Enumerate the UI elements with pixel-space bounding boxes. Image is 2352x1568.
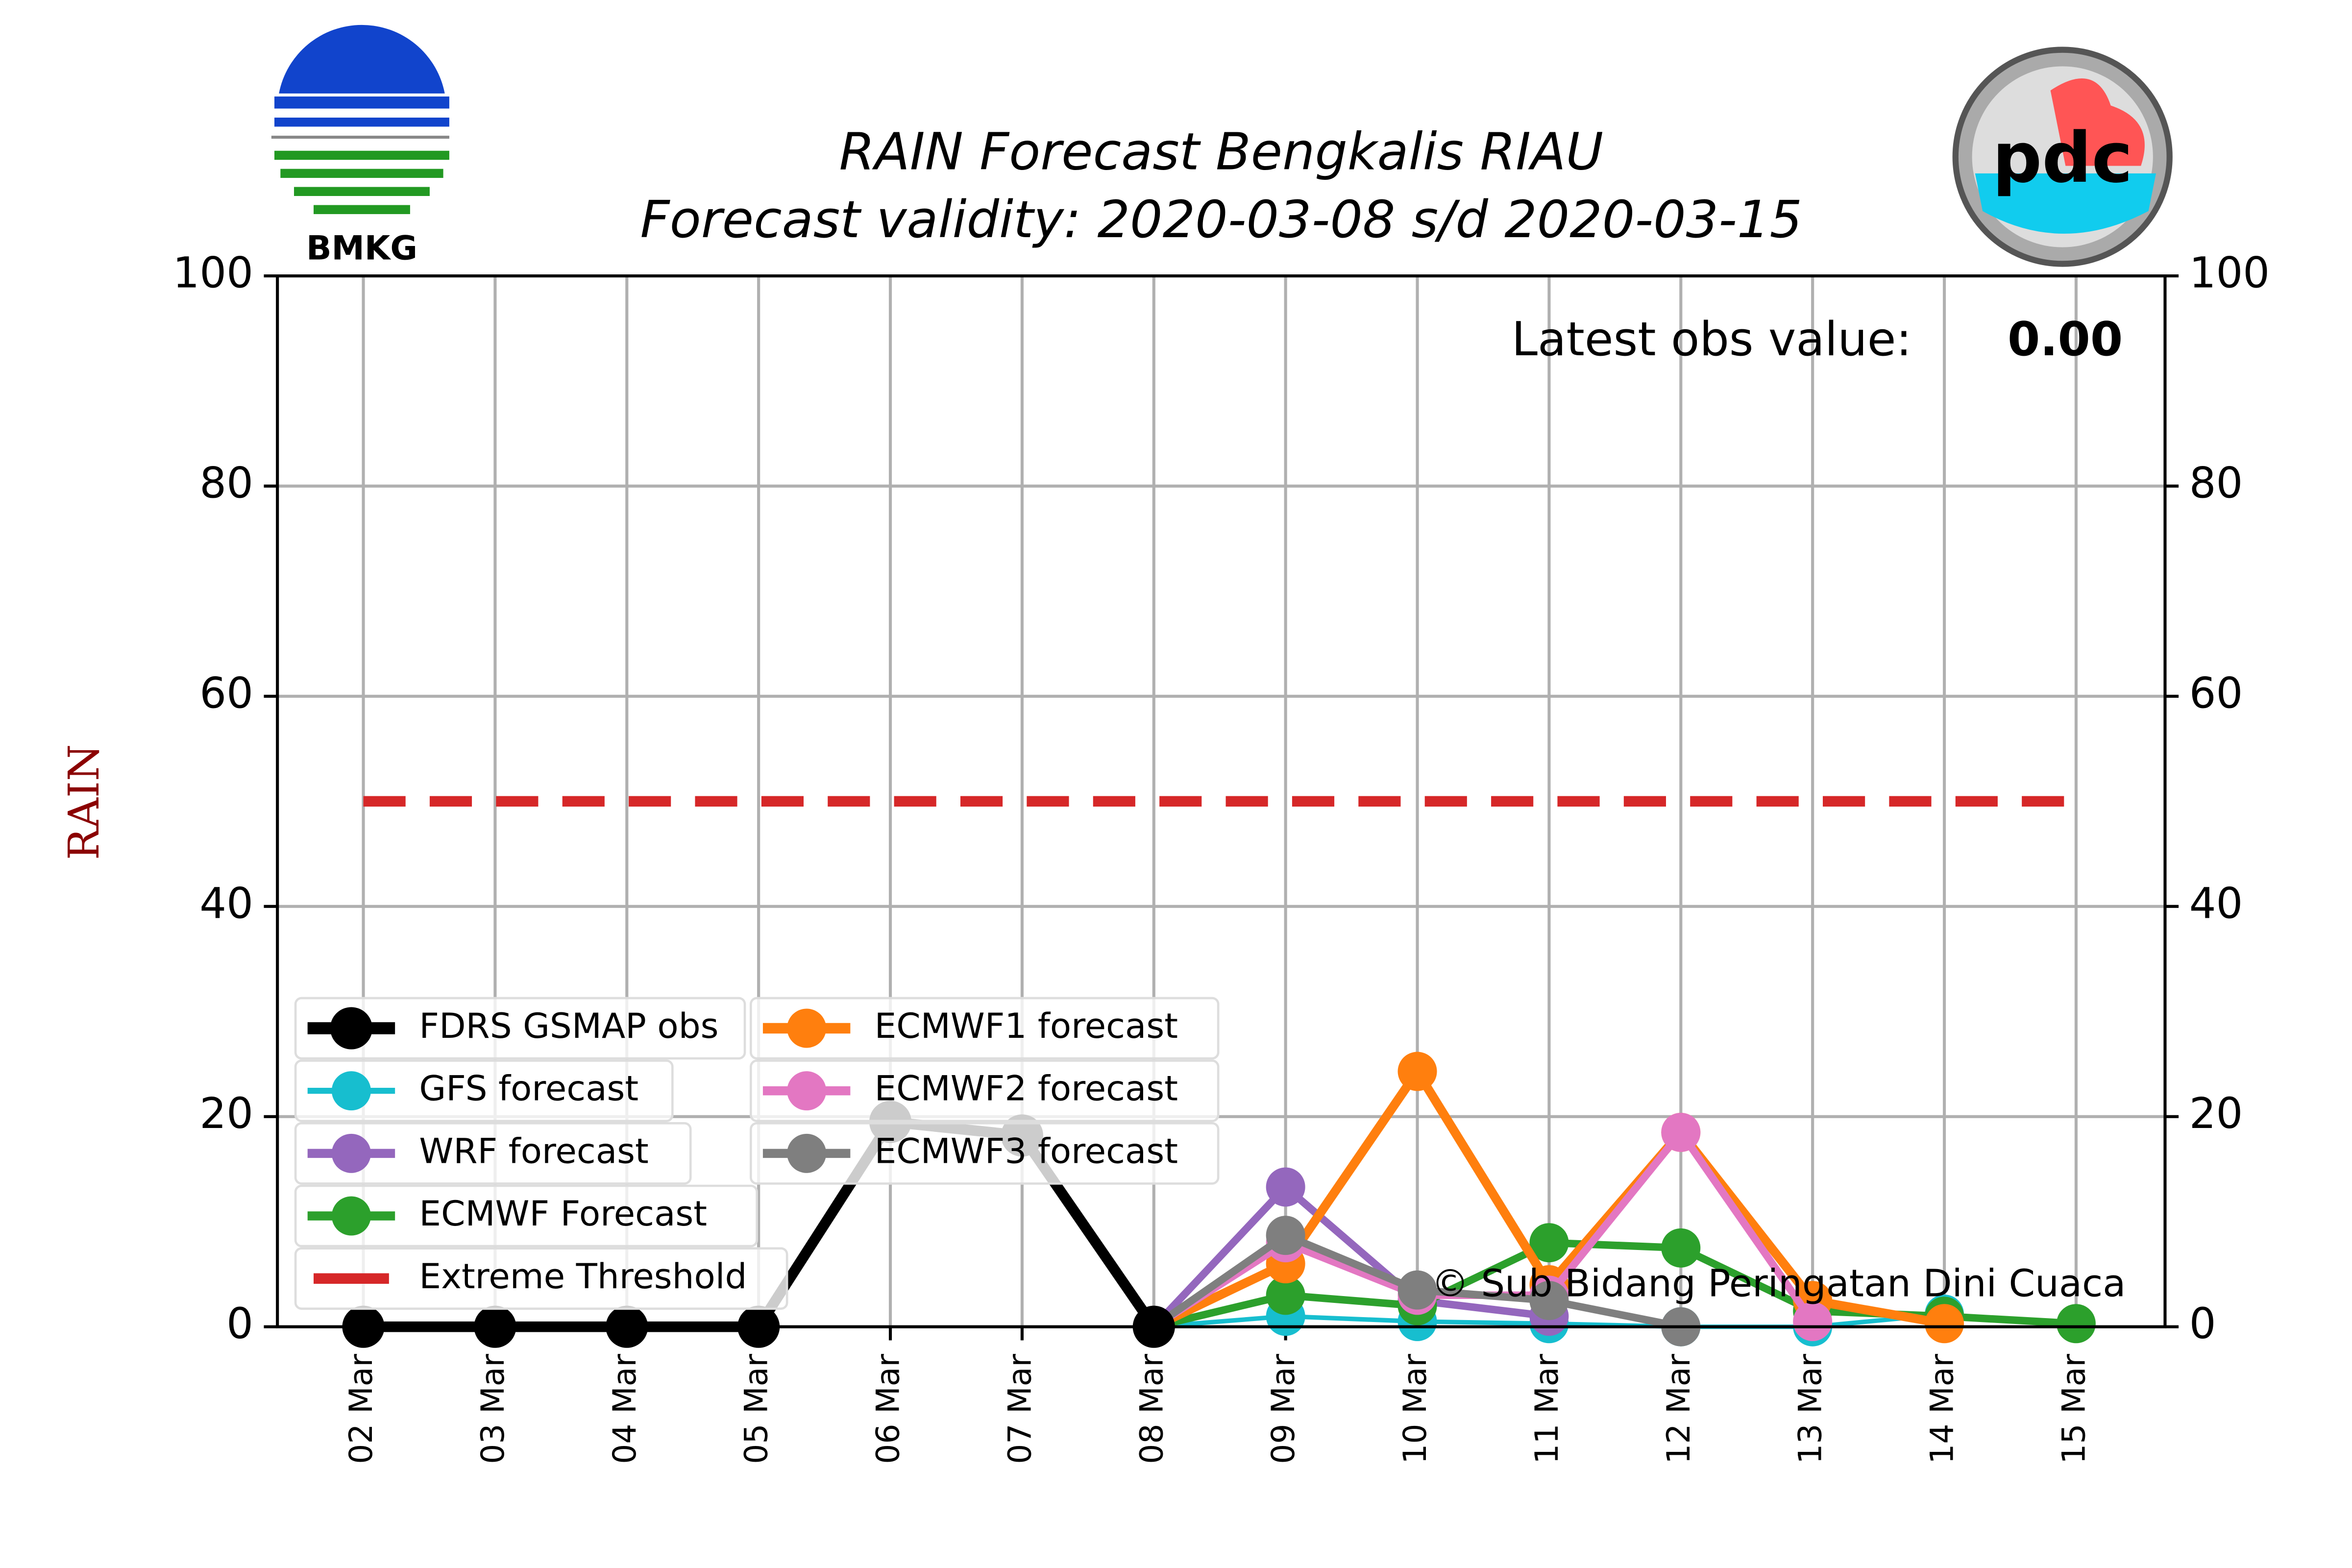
y2-tick-label: 60 xyxy=(2189,669,2243,718)
x-tick-label: 03 Mar xyxy=(475,1354,512,1464)
legend-box xyxy=(294,1122,692,1185)
legend-label: FDRS GSMAP obs xyxy=(419,1005,718,1046)
x-tick-label: 14 Mar xyxy=(1924,1354,1961,1464)
x-tick-label: 15 Mar xyxy=(2056,1354,2093,1464)
x-tick-label: 06 Mar xyxy=(870,1354,907,1464)
x-tick-label: 11 Mar xyxy=(1529,1354,1566,1464)
legend-label: Extreme Threshold xyxy=(419,1256,747,1297)
legend-marker xyxy=(331,1196,371,1236)
legend-box xyxy=(294,1247,788,1310)
series-marker xyxy=(1397,1052,1437,1091)
legend-label: ECMWF Forecast xyxy=(419,1193,707,1234)
y-tick-label: 100 xyxy=(173,248,253,297)
x-tick-label: 08 Mar xyxy=(1133,1354,1170,1464)
series-marker xyxy=(1266,1275,1305,1315)
annotation-value: 0.00 xyxy=(2008,312,2123,367)
x-tick-label: 07 Mar xyxy=(1002,1354,1038,1464)
y2-tick-label: 100 xyxy=(2189,248,2270,297)
legend-label: ECMWF1 forecast xyxy=(875,1005,1178,1046)
credit: © Sub Bidang Peringatan Dini Cuaca xyxy=(1431,1262,2126,1306)
legend-box xyxy=(750,1059,1220,1122)
legend-box xyxy=(294,997,746,1060)
legend-marker xyxy=(330,1007,372,1050)
chart-subtitle: Forecast validity: 2020-03-08 s/d 2020-0… xyxy=(640,190,1803,249)
x-tick-label: 04 Mar xyxy=(607,1354,643,1464)
series-line xyxy=(1151,1183,1550,1329)
plot-frame xyxy=(276,274,2167,1328)
logo-bmkg: BMKG xyxy=(271,24,449,267)
logo-text: BMKG xyxy=(306,228,417,267)
legend-marker xyxy=(787,1071,827,1111)
legend-box xyxy=(294,1059,674,1122)
x-tick-label: 09 Mar xyxy=(1265,1354,1302,1464)
y-tick-label: 20 xyxy=(199,1089,253,1138)
legend-label: WRF forecast xyxy=(419,1130,648,1171)
legend-marker xyxy=(331,1133,371,1173)
series-marker xyxy=(1529,1223,1569,1263)
x-tick-label: 10 Mar xyxy=(1397,1354,1434,1464)
chart-title: RAIN Forecast Bengkalis RIAU xyxy=(839,122,1604,182)
series-marker xyxy=(1266,1167,1305,1207)
legend-marker xyxy=(787,1133,827,1173)
legend-label: ECMWF2 forecast xyxy=(875,1068,1178,1109)
series-marker xyxy=(1266,1216,1305,1255)
y2-tick-label: 0 xyxy=(2189,1299,2216,1348)
y-tick-label: 40 xyxy=(199,879,253,928)
legend-box xyxy=(750,997,1220,1060)
x-tick-label: 12 Mar xyxy=(1661,1354,1697,1464)
series-marker xyxy=(1529,1281,1569,1321)
series-marker xyxy=(1793,1301,1833,1341)
legend-label: ECMWF3 forecast xyxy=(875,1130,1178,1171)
x-tick-label: 02 Mar xyxy=(343,1354,380,1464)
legend-marker xyxy=(787,1008,827,1048)
y2-tick-label: 80 xyxy=(2189,459,2243,508)
legend-box xyxy=(750,1122,1220,1185)
series-marker xyxy=(1397,1270,1437,1310)
series-marker xyxy=(1925,1304,1964,1344)
legend-label: GFS forecast xyxy=(419,1068,638,1109)
svg-text:pdc: pdc xyxy=(1992,118,2133,198)
y2-tick-label: 20 xyxy=(2189,1089,2243,1138)
logo-pdc: pdc xyxy=(1952,47,2173,267)
annotation-label: Latest obs value: xyxy=(1512,312,1912,367)
legend-box xyxy=(294,1184,758,1248)
legend-marker xyxy=(331,1071,371,1111)
y-tick-label: 60 xyxy=(199,669,253,718)
y2-tick-label: 40 xyxy=(2189,879,2243,928)
y-axis-label: RAIN xyxy=(60,744,109,860)
series-marker xyxy=(1661,1228,1701,1268)
y-tick-label: 80 xyxy=(199,459,253,508)
y-tick-label: 0 xyxy=(226,1299,253,1348)
x-tick-label: 05 Mar xyxy=(738,1354,775,1464)
x-tick-label: 13 Mar xyxy=(1792,1354,1829,1464)
series-marker xyxy=(1661,1112,1701,1152)
series-marker xyxy=(2056,1304,2096,1344)
